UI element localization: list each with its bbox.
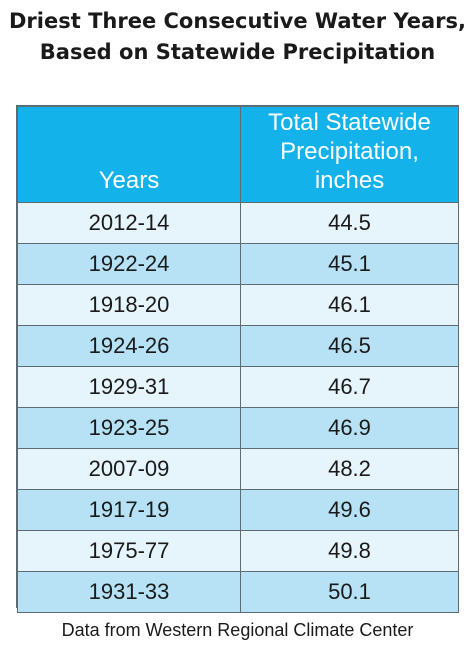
header-row: Years Total Statewide Precipitation, inc… xyxy=(17,106,459,203)
years-cell: 1931-33 xyxy=(17,571,241,613)
precipitation-cell: 44.5 xyxy=(240,202,459,244)
years-cell: 1924-26 xyxy=(17,325,241,367)
years-cell: 1918-20 xyxy=(17,284,241,326)
precipitation-cell: 45.1 xyxy=(240,243,459,285)
table-row: 2012-14 44.5 xyxy=(17,202,459,244)
header-precipitation-line-3: inches xyxy=(314,167,385,194)
precipitation-cell: 46.9 xyxy=(240,407,459,449)
table-body: 2012-14 44.5 1922-24 45.1 1918-20 46.1 1… xyxy=(17,202,459,613)
table-row: 1975-77 49.8 xyxy=(17,530,459,572)
table-row: 1917-19 49.6 xyxy=(17,489,459,531)
precipitation-table: Years Total Statewide Precipitation, inc… xyxy=(16,105,459,613)
years-cell: 2012-14 xyxy=(17,202,241,244)
title-line-2: Based on Statewide Precipitation xyxy=(39,40,436,64)
header-precipitation: Total Statewide Precipitation, inches xyxy=(240,106,459,203)
table-row: 1924-26 46.5 xyxy=(17,325,459,367)
source-note: Data from Western Regional Climate Cente… xyxy=(61,620,414,640)
precipitation-cell: 49.8 xyxy=(240,530,459,572)
precipitation-cell: 48.2 xyxy=(240,448,459,490)
years-cell: 1923-25 xyxy=(17,407,241,449)
table-row: 1923-25 46.9 xyxy=(17,407,459,449)
table-row: 1931-33 50.1 xyxy=(17,571,459,613)
table-row: 1929-31 46.7 xyxy=(17,366,459,408)
precipitation-cell: 46.7 xyxy=(240,366,459,408)
precipitation-cell: 49.6 xyxy=(240,489,459,531)
precipitation-cell: 50.1 xyxy=(240,571,459,613)
years-cell: 1929-31 xyxy=(17,366,241,408)
header-precipitation-line-2: Precipitation, xyxy=(280,138,419,165)
precipitation-cell: 46.5 xyxy=(240,325,459,367)
data-table: Years Total Statewide Precipitation, inc… xyxy=(17,106,459,613)
table-row: 2007-09 48.2 xyxy=(17,448,459,490)
title-line-1: Driest Three Consecutive Water Years, xyxy=(9,9,466,33)
years-cell: 2007-09 xyxy=(17,448,241,490)
table-row: 1922-24 45.1 xyxy=(17,243,459,285)
years-cell: 1922-24 xyxy=(17,243,241,285)
header-precipitation-line-1: Total Statewide xyxy=(268,109,431,136)
header-years: Years xyxy=(17,106,241,203)
chart-title: Driest Three Consecutive Water Years, Ba… xyxy=(0,6,475,68)
table-row: 1918-20 46.1 xyxy=(17,284,459,326)
years-cell: 1975-77 xyxy=(17,530,241,572)
precipitation-cell: 46.1 xyxy=(240,284,459,326)
years-cell: 1917-19 xyxy=(17,489,241,531)
